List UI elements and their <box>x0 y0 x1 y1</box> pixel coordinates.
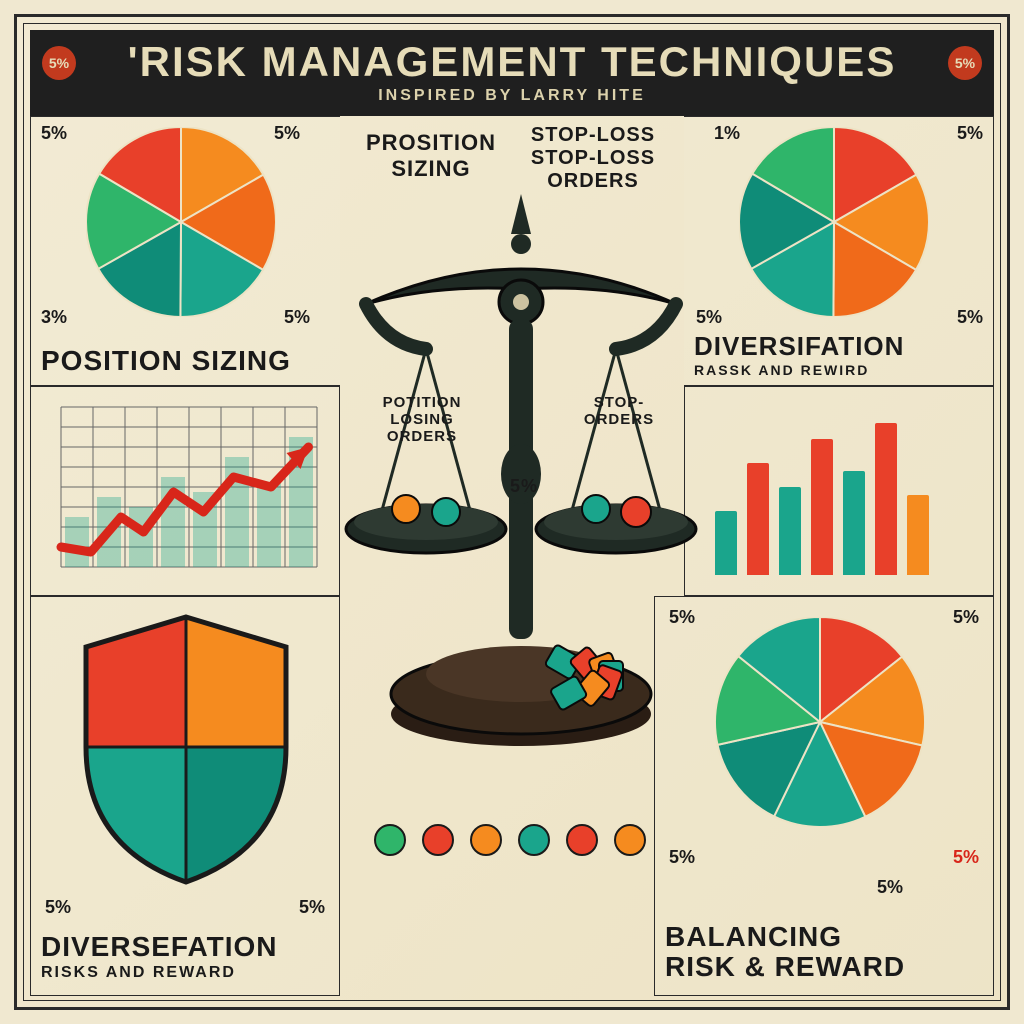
title-main: 'RISK MANAGEMENT TECHNIQUES <box>128 41 897 83</box>
bar <box>747 463 769 575</box>
pct-br-3: 5% <box>669 847 695 868</box>
pct-tl-1: 5% <box>41 123 67 144</box>
inner-frame: 5% 'RISK MANAGEMENT TECHNIQUES INSPIRED … <box>23 23 1001 1001</box>
pct-tl-2: 5% <box>274 123 300 144</box>
cell-position-sizing: 5% 5% 3% 5% POSITION SIZING <box>30 116 340 386</box>
bar-chart <box>715 415 929 575</box>
pie-position-sizing <box>86 127 276 317</box>
pct-br-4: 5% <box>953 847 979 868</box>
indicator-dot <box>374 824 406 856</box>
bar <box>875 423 897 575</box>
pan-pct: 5% <box>494 476 554 497</box>
label-balancing: BALANCING RISK & REWARD <box>665 922 905 981</box>
pct-br-5: 5% <box>877 877 903 898</box>
title-corner-left: 5% <box>42 46 76 80</box>
pie-diversification <box>739 127 929 317</box>
pct-bl-1: 5% <box>45 897 71 918</box>
pan-label-left: POTITION LOSING ORDERS <box>362 394 482 445</box>
indicator-dot <box>614 824 646 856</box>
cell-shield: 5% 5% DIVERSEFATION RISKS AND REWARD <box>30 596 340 996</box>
dot-row <box>374 824 646 856</box>
pct-tr-3: 5% <box>957 307 983 328</box>
label-shield: DIVERSEFATION <box>41 933 278 961</box>
bar <box>843 471 865 575</box>
pct-tr-1: 5% <box>957 123 983 144</box>
label-position-sizing: POSITION SIZING <box>41 347 291 375</box>
pct-br-2: 5% <box>953 607 979 628</box>
pan-label-right: STOP- ORDERS <box>564 394 674 428</box>
shield-icon <box>66 607 306 887</box>
line-chart <box>41 397 331 587</box>
pct-tr-2: 1% <box>714 123 740 144</box>
indicator-dot <box>566 824 598 856</box>
cell-line-chart <box>30 386 340 596</box>
title-bar: 5% 'RISK MANAGEMENT TECHNIQUES INSPIRED … <box>30 30 994 116</box>
label-shield-sub: RISKS AND REWARD <box>41 965 236 981</box>
pie-balancing <box>715 617 925 827</box>
title-subtitle: INSPIRED BY LARRY HITE <box>378 87 646 105</box>
bar <box>811 439 833 575</box>
title-corner-right: 5% <box>948 46 982 80</box>
indicator-dot <box>470 824 502 856</box>
pct-tl-3: 3% <box>41 307 67 328</box>
indicator-dot <box>518 824 550 856</box>
poster-frame: 5% 'RISK MANAGEMENT TECHNIQUES INSPIRED … <box>14 14 1010 1010</box>
bar <box>779 487 801 575</box>
indicator-dot <box>422 824 454 856</box>
pct-bl-2: 5% <box>299 897 325 918</box>
bar <box>907 495 929 575</box>
